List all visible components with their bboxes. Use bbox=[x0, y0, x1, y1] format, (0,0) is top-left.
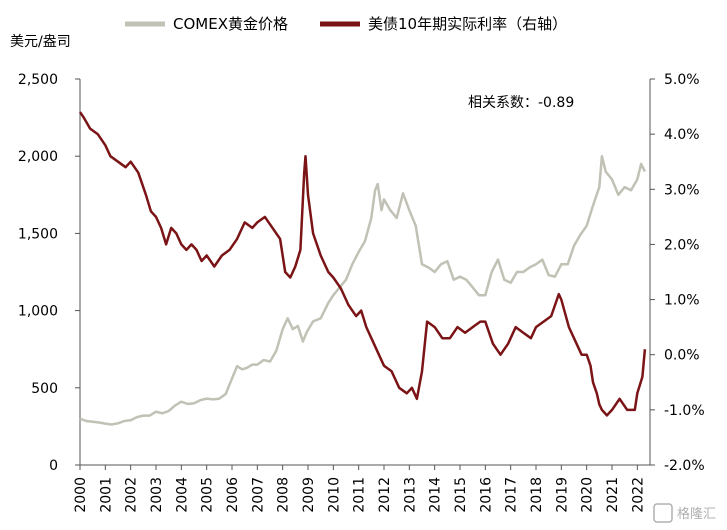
x-tick-label: 2022 bbox=[630, 477, 646, 513]
x-tick-label: 2018 bbox=[529, 477, 545, 513]
x-tick-label: 2002 bbox=[124, 477, 140, 513]
legend-label-real-rate: 美债10年期实际利率（右轴） bbox=[368, 15, 567, 33]
axes bbox=[75, 78, 655, 470]
y-right-tick-label: 2.0% bbox=[664, 237, 700, 253]
correlation-annotation: 相关系数：-0.89 bbox=[468, 95, 574, 111]
x-tick-label: 2000 bbox=[73, 477, 89, 513]
x-tick-label: 2021 bbox=[605, 477, 621, 513]
y-left-tick-label: 0 bbox=[49, 458, 58, 474]
y-left-tick-label: 1,500 bbox=[18, 226, 58, 242]
x-tick-label: 2001 bbox=[98, 477, 114, 513]
x-tick-label: 2004 bbox=[174, 477, 190, 513]
y-right-tick-label: 0.0% bbox=[664, 348, 700, 364]
x-tick-label: 2006 bbox=[225, 477, 241, 513]
x-tick-label: 2007 bbox=[250, 477, 266, 513]
y-left-tick-label: 500 bbox=[31, 381, 58, 397]
x-tick-label: 2009 bbox=[301, 477, 317, 513]
series-line-gold-price bbox=[79, 154, 647, 426]
x-tick-label: 2005 bbox=[200, 477, 216, 513]
series-layer bbox=[78, 111, 647, 426]
tick-labels: 0 500 1,000 1,500 2,000 2,500 -2.0% -1.0% 0.0% 1.… bbox=[18, 72, 705, 513]
y-right-tick-label: 1.0% bbox=[664, 293, 700, 309]
x-tick-label: 2020 bbox=[580, 477, 596, 513]
legend: COMEX黄金价格 美债10年期实际利率（右轴） bbox=[125, 15, 567, 33]
y-left-tick-label: 1,000 bbox=[18, 304, 58, 320]
y-left-unit-label: 美元/盎司 bbox=[10, 34, 71, 50]
x-tick-label: 2019 bbox=[554, 477, 570, 513]
y-right-tick-label: 4.0% bbox=[664, 127, 700, 143]
x-tick-label: 2012 bbox=[377, 477, 393, 513]
y-right-tick-label: 5.0% bbox=[664, 72, 700, 88]
y-left-tick-label: 2,500 bbox=[18, 72, 58, 88]
y-right-tick-label: 3.0% bbox=[664, 182, 700, 198]
x-tick-label: 2015 bbox=[453, 477, 469, 513]
x-tick-label: 2017 bbox=[504, 477, 520, 513]
watermark-text: 格隆汇 bbox=[677, 506, 716, 522]
series-line-real-rate bbox=[78, 111, 647, 417]
y-right-tick-label: -1.0% bbox=[664, 403, 705, 419]
watermark-logo-icon bbox=[653, 503, 673, 523]
x-tick-label: 2010 bbox=[326, 477, 342, 513]
y-right-tick-label: -2.0% bbox=[664, 458, 705, 474]
x-tick-label: 2014 bbox=[428, 477, 444, 513]
x-tick-label: 2013 bbox=[402, 477, 418, 513]
x-tick-label: 2011 bbox=[352, 477, 368, 513]
x-tick-label: 2008 bbox=[276, 477, 292, 513]
y-left-tick-label: 2,000 bbox=[18, 149, 58, 165]
watermark: 格隆汇 bbox=[653, 503, 716, 523]
legend-label-gold: COMEX黄金价格 bbox=[173, 15, 288, 33]
x-tick-label: 2016 bbox=[478, 477, 494, 513]
x-tick-label: 2003 bbox=[149, 477, 165, 513]
